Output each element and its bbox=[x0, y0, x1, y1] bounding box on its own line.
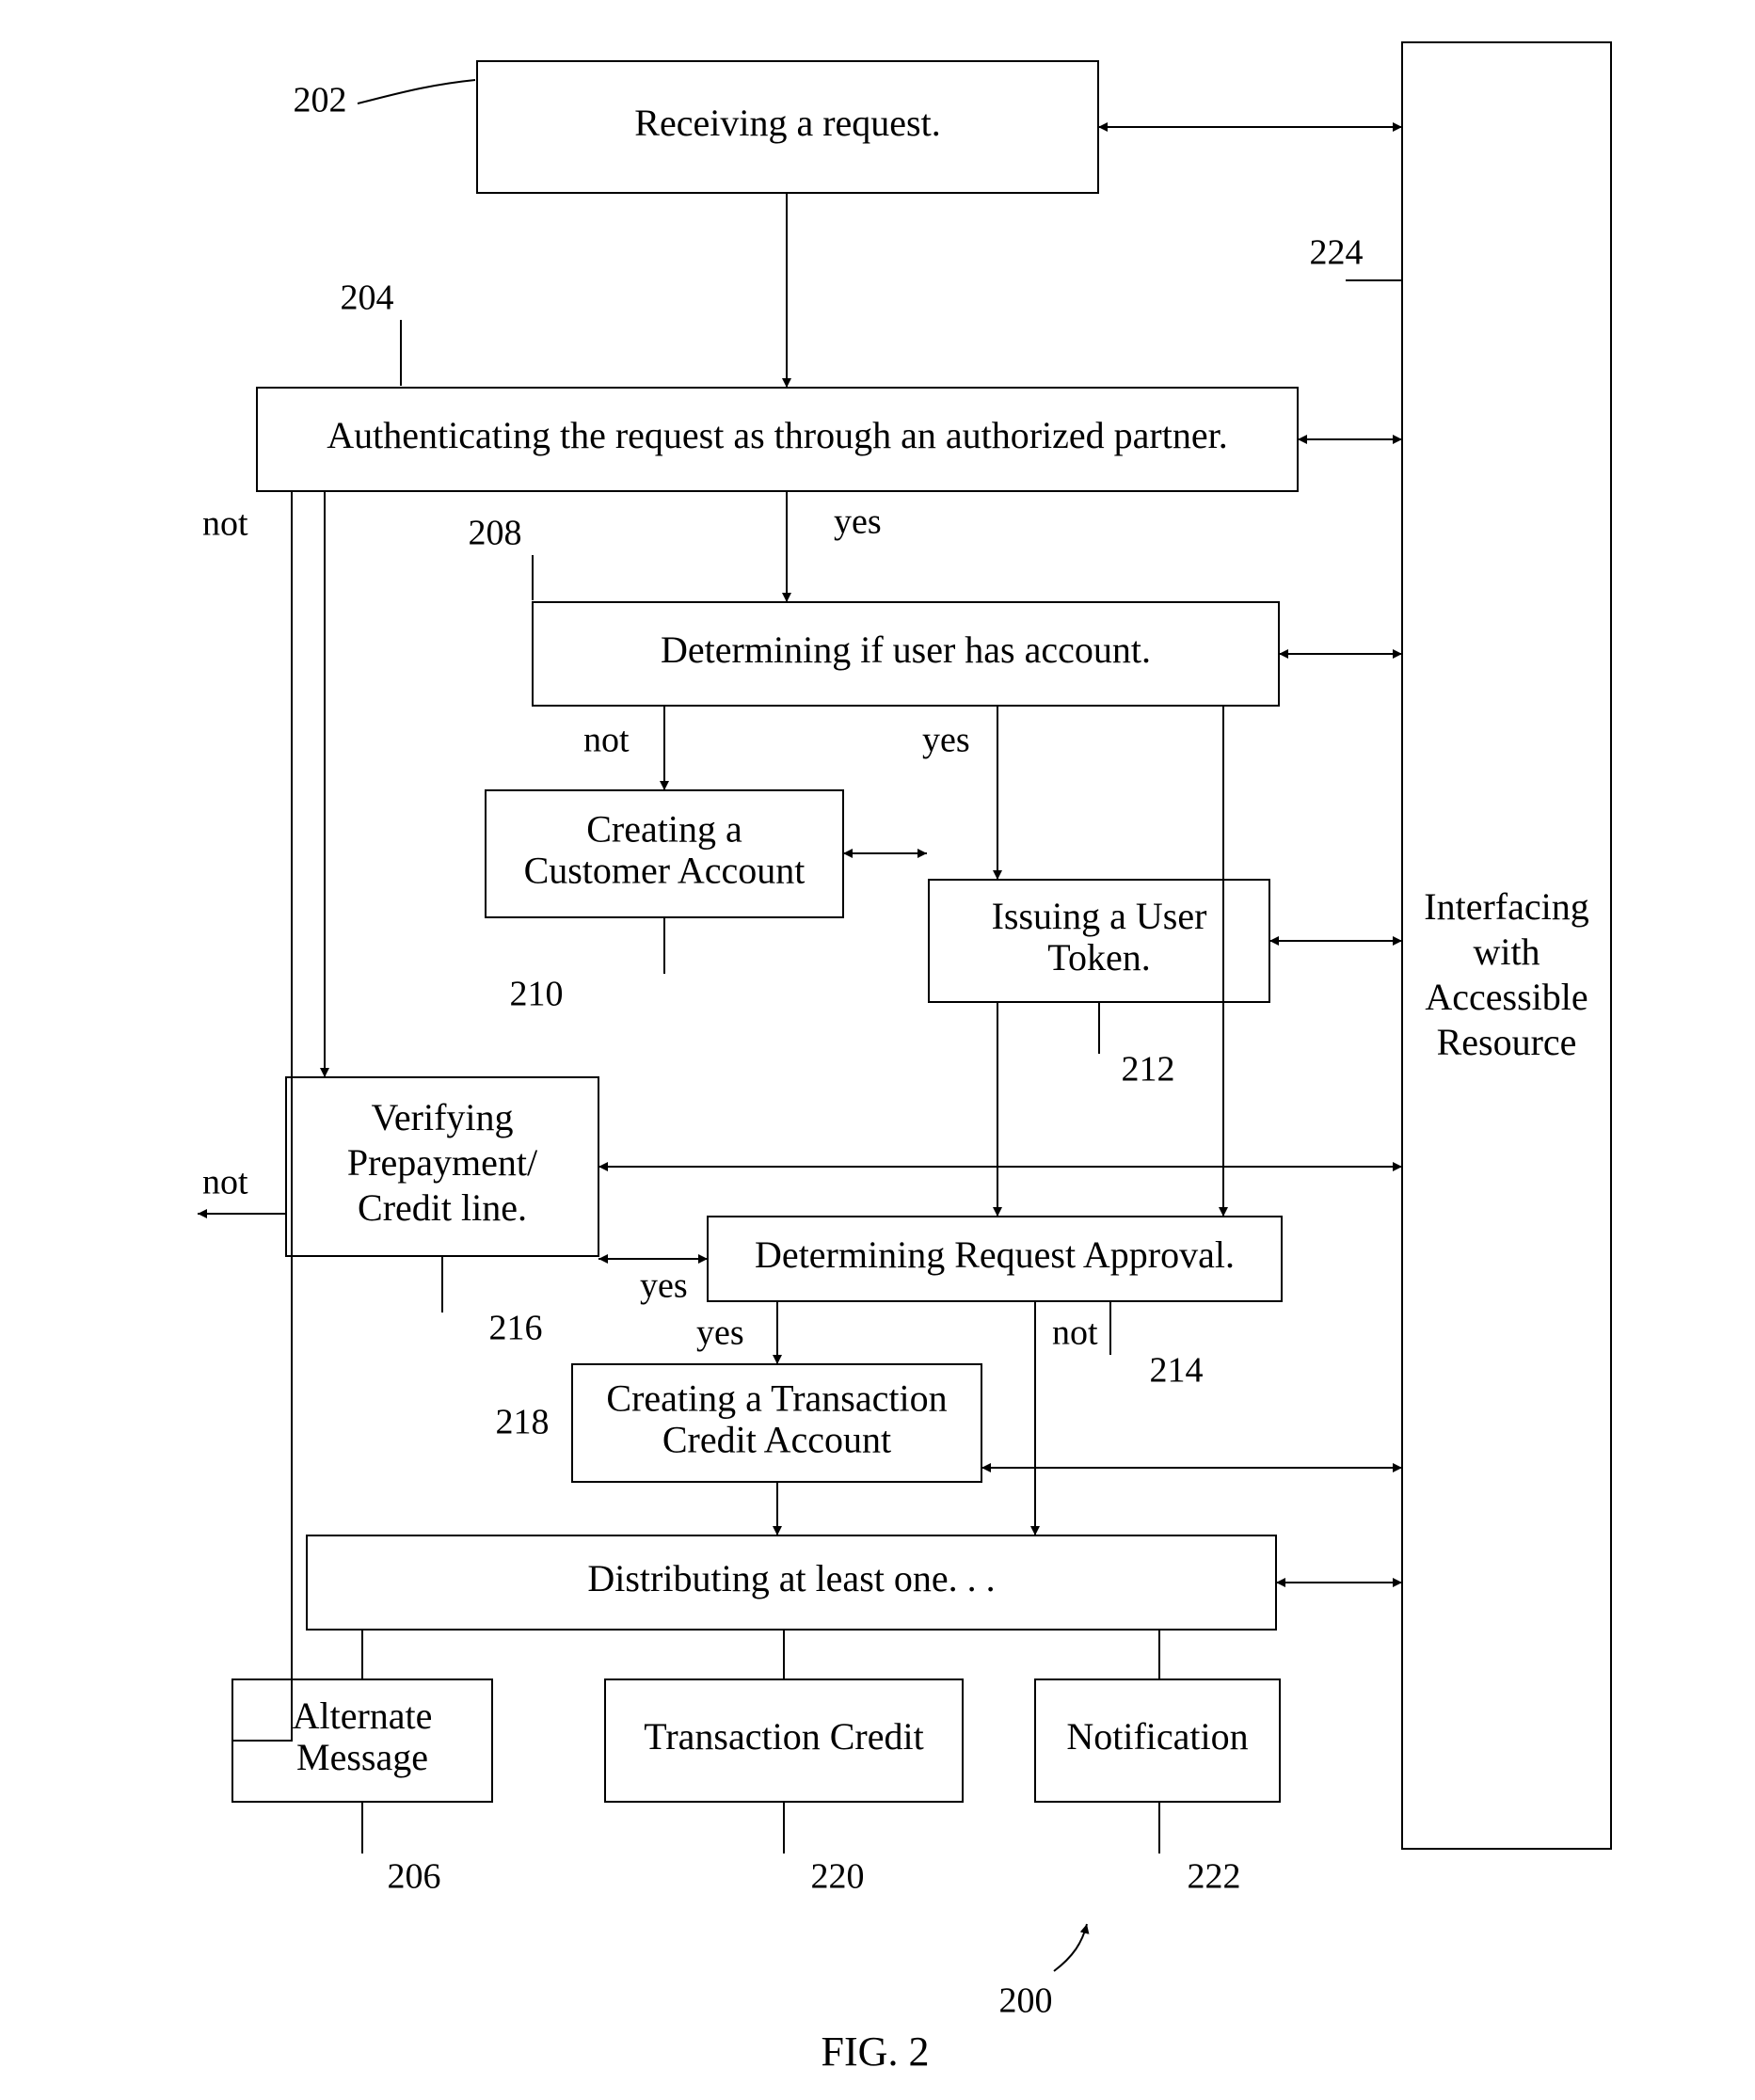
figure-label: FIG. 2 bbox=[822, 2028, 930, 2075]
label-206: 206 bbox=[388, 1857, 441, 1897]
node-218-text1: Creating a Transaction bbox=[606, 1377, 947, 1420]
leader-200 bbox=[1054, 1924, 1087, 1971]
node-212-text1: Issuing a User bbox=[992, 895, 1207, 937]
label-204: 204 bbox=[341, 278, 394, 318]
node-208-text: Determining if user has account. bbox=[661, 628, 1151, 671]
node-216-text2: Prepayment/ bbox=[347, 1141, 538, 1184]
node-210-text2: Customer Account bbox=[524, 850, 806, 892]
label-204-yes: yes bbox=[834, 502, 882, 542]
label-202: 202 bbox=[294, 81, 347, 120]
node-210-text1: Creating a bbox=[586, 808, 742, 851]
label-214-not: not bbox=[1052, 1313, 1098, 1353]
node-224-text1: Interfacing bbox=[1424, 885, 1588, 928]
node-220-text: Transaction Credit bbox=[644, 1715, 923, 1758]
label-208-yes: yes bbox=[922, 721, 970, 760]
label-224: 224 bbox=[1310, 233, 1364, 273]
node-224-text2: with bbox=[1473, 931, 1540, 973]
edge-204-not-outer bbox=[232, 491, 292, 1741]
label-208-not: not bbox=[583, 721, 630, 760]
label-212: 212 bbox=[1122, 1050, 1175, 1090]
label-214-yes: yes bbox=[696, 1313, 744, 1353]
label-200: 200 bbox=[999, 1981, 1053, 2021]
node-218-text2: Credit Account bbox=[662, 1419, 891, 1461]
node-224-text3: Accessible bbox=[1425, 976, 1587, 1018]
node-dist-text: Distributing at least one. . . bbox=[587, 1557, 995, 1599]
node-224-text4: Resource bbox=[1437, 1021, 1577, 1063]
label-216-not: not bbox=[202, 1163, 248, 1202]
node-214-text: Determining Request Approval. bbox=[755, 1233, 1235, 1276]
label-204-not: not bbox=[202, 504, 248, 544]
label-220: 220 bbox=[811, 1857, 865, 1897]
node-202-text: Receiving a request. bbox=[634, 102, 940, 144]
label-208: 208 bbox=[469, 514, 522, 553]
label-210: 210 bbox=[510, 975, 564, 1014]
label-216: 216 bbox=[489, 1309, 543, 1348]
node-206-text1: Alternate bbox=[293, 1694, 433, 1737]
node-222-text: Notification bbox=[1066, 1715, 1248, 1758]
node-204-text: Authenticating the request as through an… bbox=[327, 414, 1227, 456]
label-222: 222 bbox=[1188, 1857, 1241, 1897]
leader-202 bbox=[358, 80, 475, 103]
label-216-yes: yes bbox=[640, 1266, 688, 1306]
node-206-text2: Message bbox=[296, 1736, 428, 1778]
node-212-text2: Token. bbox=[1047, 936, 1150, 978]
node-216-text1: Verifying bbox=[371, 1096, 513, 1138]
label-218: 218 bbox=[496, 1403, 550, 1442]
node-216-text3: Credit line. bbox=[358, 1186, 527, 1229]
label-214: 214 bbox=[1150, 1351, 1204, 1391]
